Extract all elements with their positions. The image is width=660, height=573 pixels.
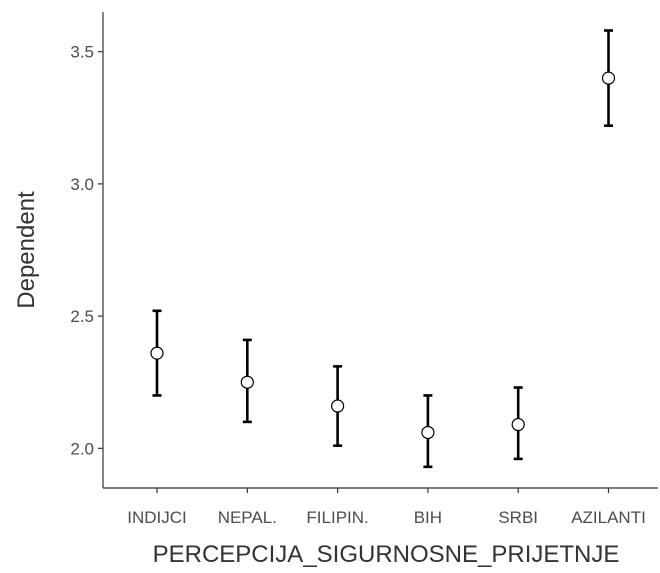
y-axis-title: Dependent: [13, 191, 40, 309]
error-bar-group: [601, 29, 616, 128]
data-point: [511, 417, 525, 432]
y-axis-ticks: 2.0 2.5 3.0 3.5: [70, 43, 103, 458]
y-tick-label: 3.0: [70, 175, 94, 194]
x-axis-title: PERCEPCIJA_SIGURNOSNE_PRIJETNJE: [153, 541, 620, 568]
error-bar-group: [421, 394, 435, 469]
data-point: [240, 375, 254, 389]
x-axis-ticks: INDIJCI NEPAL. FILIPIN. BIH SRBI AZILANTI: [127, 488, 646, 527]
y-tick-label: 3.5: [70, 43, 94, 62]
error-bar-group: [240, 338, 254, 424]
y-tick-label: 2.5: [70, 307, 94, 326]
x-tick-label: SRBI: [498, 508, 538, 527]
data-point: [601, 71, 616, 85]
y-tick-label: 2.0: [70, 439, 94, 458]
data-point: [421, 425, 435, 440]
data-point: [150, 346, 164, 360]
data-point: [331, 399, 345, 413]
data-marks: [150, 29, 616, 469]
error-bar-group: [331, 365, 345, 447]
x-tick-label: NEPAL.: [218, 508, 277, 527]
x-tick-label: AZILANTI: [571, 508, 646, 527]
error-bar-group: [511, 386, 525, 461]
x-tick-label: INDIJCI: [127, 508, 187, 527]
x-tick-label: FILIPIN.: [306, 508, 368, 527]
x-tick-label: BIH: [414, 508, 442, 527]
error-bar-group: [150, 309, 164, 397]
